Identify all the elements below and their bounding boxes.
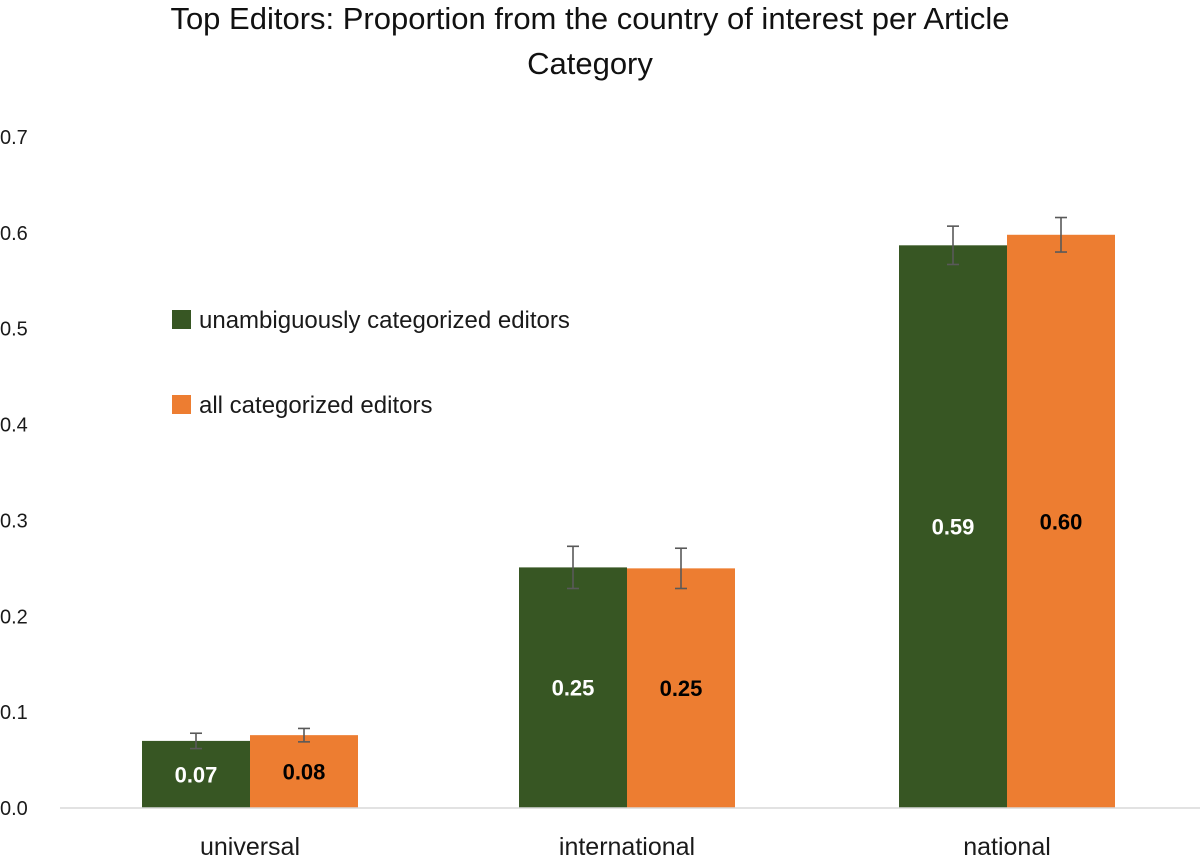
x-category-label: universal: [200, 833, 300, 861]
legend-swatch: [172, 310, 191, 329]
y-tick-label: 0.3: [0, 510, 28, 532]
data-label: 0.25: [552, 676, 595, 701]
chart-title: Top Editors: Proportion from the country…: [170, 1, 1009, 81]
bar: [899, 245, 1007, 808]
data-label: 0.25: [660, 676, 703, 701]
bar: [1007, 234, 1115, 808]
y-tick-label: 0.4: [0, 415, 28, 437]
bar: [519, 567, 627, 808]
bars: 0.07 0.25 0.59 0.08 0.25 0.60: [142, 216, 1115, 808]
y-tick-label: 0.1: [0, 702, 28, 724]
legend-swatch: [172, 395, 191, 414]
chart-title-line-1: Top Editors: Proportion from the country…: [170, 1, 1009, 36]
data-label: 0.08: [283, 760, 326, 785]
legend-label: all categorized editors: [199, 392, 432, 419]
y-axis: 0.0 0.1 0.2 0.3 0.4 0.5 0.6 0.7: [0, 127, 28, 820]
y-tick-label: 0.6: [0, 223, 28, 245]
bar: [627, 568, 735, 808]
x-category-label: international: [559, 833, 695, 861]
bar: [142, 740, 250, 808]
chart-title-line-2: Category: [527, 46, 653, 81]
legend: unambiguously categorized editors all cat…: [172, 307, 570, 419]
x-axis: universal international national: [60, 807, 1200, 861]
y-tick-label: 0.7: [0, 127, 28, 149]
bar: [250, 735, 358, 808]
y-tick-label: 0.0: [0, 798, 28, 820]
y-tick-label: 0.2: [0, 606, 28, 628]
y-tick-label: 0.5: [0, 319, 28, 341]
data-label: 0.59: [932, 515, 975, 540]
x-category-label: national: [963, 833, 1051, 861]
legend-label: unambiguously categorized editors: [199, 307, 570, 334]
data-label: 0.60: [1040, 509, 1083, 534]
data-label: 0.07: [175, 762, 218, 787]
